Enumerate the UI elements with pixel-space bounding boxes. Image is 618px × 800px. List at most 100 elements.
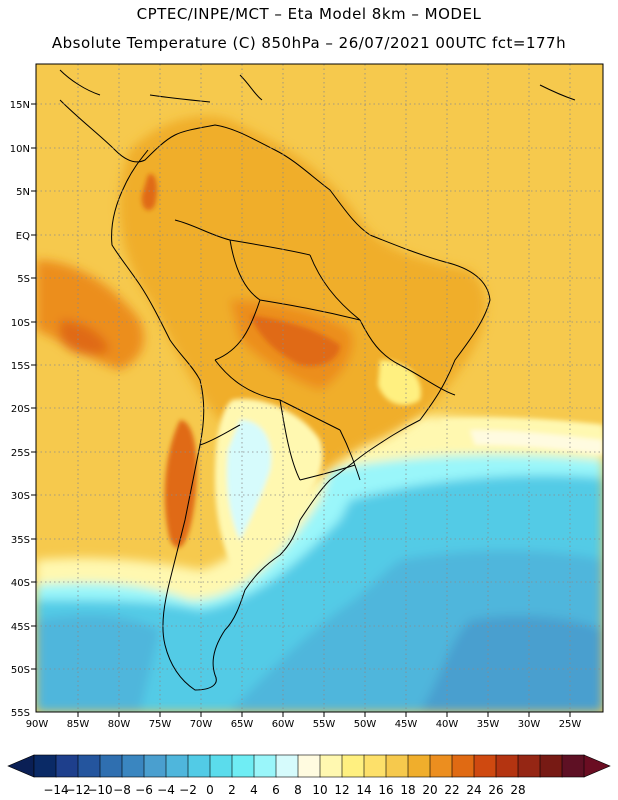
colorbar-label: 16 (378, 783, 393, 797)
field-pacific-cold (36, 614, 160, 712)
coastlines-and-borders (59, 69, 576, 691)
lon-label: 55W (313, 719, 336, 730)
lon-label: 70W (190, 719, 213, 730)
lon-label: 35W (477, 719, 500, 730)
lat-label: 45S (11, 622, 30, 633)
colorbar-label: 6 (272, 783, 280, 797)
colorbar-labels: −14−12−10 −8 −6 −4 −2 0 2 4 6 8 10 12 14 16 18 20 22 24 26… (43, 783, 525, 797)
colorbar-low-arrow (7, 754, 35, 778)
south-america-coastline (59, 99, 491, 691)
lon-label: 65W (231, 719, 254, 730)
colorbar-swatch (319, 754, 343, 778)
colorbar-swatch (407, 754, 431, 778)
grid-lines (36, 64, 603, 712)
lat-label: 5N (16, 187, 30, 198)
field-andes-chile-hot (164, 420, 197, 548)
colorbar-swatch (385, 754, 409, 778)
colorbar-swatch (517, 754, 541, 778)
central-america-caribbean (59, 69, 576, 103)
colorbar-label: 24 (466, 783, 481, 797)
lon-label: 80W (108, 719, 131, 730)
colorbar: −14−12−10 −8 −6 −4 −2 0 2 4 6 8 10 12 14 16 18 20 22 24 26… (7, 754, 611, 797)
colorbar-swatch (187, 754, 211, 778)
colorbar-swatch (341, 754, 365, 778)
colorbar-swatch (77, 754, 101, 778)
lon-label: 60W (272, 719, 295, 730)
field-argentina-cold (226, 420, 272, 540)
colorbar-swatch (143, 754, 167, 778)
field-mato-grosso-hot (250, 315, 340, 367)
lat-label: 10N (10, 144, 30, 155)
colorbar-swatch (363, 754, 387, 778)
colorbar-swatch (495, 754, 519, 778)
colorbar-label: 20 (422, 783, 437, 797)
field-minas-cool (378, 360, 421, 405)
field-coldest-sea (420, 615, 603, 712)
lat-label: 30S (11, 491, 30, 502)
colorbar-label: −6 (135, 783, 153, 797)
colorbar-label: −12 (65, 783, 90, 797)
colorbar-label: 14 (356, 783, 371, 797)
lat-label: 15S (11, 361, 30, 372)
lat-label: 35S (11, 535, 30, 546)
lat-labels: 15N 10N 5N EQ 5S 10S 15S 20S 25S 30S 35S… (10, 100, 30, 719)
temperature-field (36, 64, 603, 712)
country-borders (174, 219, 456, 481)
colorbar-label: 8 (294, 783, 302, 797)
colorbar-swatch (33, 754, 57, 778)
colorbar-swatch (231, 754, 255, 778)
field-andes-colombia-hot (141, 174, 158, 211)
lon-ticks (77, 712, 571, 717)
lat-label: 20S (11, 404, 30, 415)
colorbar-label: −4 (157, 783, 175, 797)
colorbar-label: 2 (228, 783, 236, 797)
colorbar-label: 28 (510, 783, 525, 797)
colorbar-label: −10 (87, 783, 112, 797)
colorbar-label: 12 (334, 783, 349, 797)
lat-label: 25S (11, 448, 30, 459)
lat-label: 40S (11, 578, 30, 589)
lon-label: 50W (354, 719, 377, 730)
colorbar-swatch (209, 754, 233, 778)
colorbar-swatch (297, 754, 321, 778)
colorbar-swatch (473, 754, 497, 778)
lon-label: 90W (26, 719, 49, 730)
colorbar-swatch (429, 754, 453, 778)
chart-title-line1: CPTEC/INPE/MCT – Eta Model 8km – MODEL (136, 5, 482, 23)
lat-label: 50S (11, 665, 30, 676)
colorbar-label: 0 (206, 783, 214, 797)
lon-label: 85W (67, 719, 90, 730)
colorbar-label: 4 (250, 783, 258, 797)
colorbar-swatch (165, 754, 189, 778)
colorbar-swatch (539, 754, 563, 778)
lon-labels: 90W 85W 80W 75W 70W 65W 60W 55W 50W 45W … (26, 719, 582, 730)
colorbar-swatch (275, 754, 299, 778)
colorbar-boxes (33, 754, 585, 778)
lon-label: 40W (436, 719, 459, 730)
lat-label: EQ (16, 231, 30, 242)
lon-label: 75W (149, 719, 172, 730)
colorbar-label: −8 (113, 783, 131, 797)
lon-label: 45W (395, 719, 418, 730)
lat-ticks (31, 103, 36, 670)
colorbar-label: −2 (179, 783, 197, 797)
colorbar-swatch (253, 754, 277, 778)
colorbar-swatch (121, 754, 145, 778)
lat-label: 55S (11, 708, 30, 719)
colorbar-label: 18 (400, 783, 415, 797)
lat-label: 10S (11, 318, 30, 329)
colorbar-swatch (561, 754, 585, 778)
colorbar-high-arrow (583, 754, 611, 778)
lon-label: 30W (518, 719, 541, 730)
colorbar-label: −14 (43, 783, 68, 797)
field-pacific-hot (60, 320, 110, 356)
colorbar-label: 10 (312, 783, 327, 797)
map-frame (35, 63, 604, 713)
field-atlantic-white-band (470, 430, 603, 455)
colorbar-swatch (55, 754, 79, 778)
lon-label: 25W (559, 719, 582, 730)
lat-label: 5S (17, 274, 30, 285)
colorbar-swatch (451, 754, 475, 778)
chart-title-line2: Absolute Temperature (C) 850hPa – 26/07/… (51, 34, 567, 52)
colorbar-label: 26 (488, 783, 503, 797)
